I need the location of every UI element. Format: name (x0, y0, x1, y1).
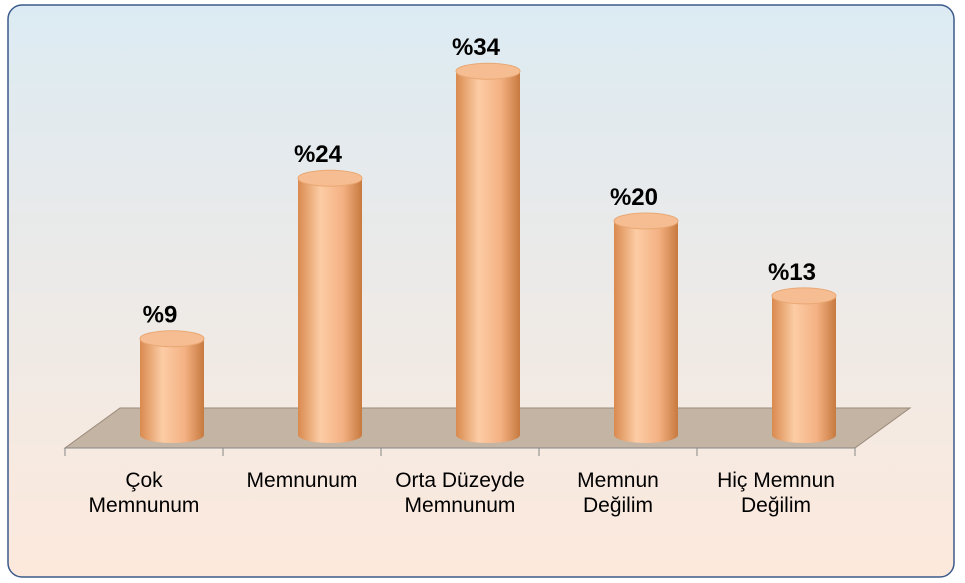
cylinder-top (613, 212, 679, 230)
bar (297, 169, 363, 443)
cylinder-top (455, 62, 521, 80)
x-tick-label: Orta Düzeyde Memnunum (395, 469, 525, 517)
x-tick-label: Çok Memnunum (88, 469, 200, 517)
value-label: %9 (143, 302, 178, 329)
value-label: %13 (768, 259, 816, 286)
cylinder-body (140, 338, 204, 443)
x-tick-label: Memnunum (246, 469, 358, 492)
cylinder-top (297, 169, 363, 187)
cylinder-top (771, 287, 837, 305)
cylinder-body (456, 71, 520, 443)
cylinder-top (139, 330, 205, 348)
x-tick-label: Memnun Değilim (577, 469, 659, 517)
x-tick-label: Hiç Memnun Değilim (717, 469, 835, 517)
cylinder-body (614, 221, 678, 443)
bar (771, 287, 837, 443)
cylinder-body (298, 178, 362, 443)
value-label: %20 (610, 184, 658, 211)
bar (613, 212, 679, 443)
value-label: %34 (452, 34, 501, 61)
bar (455, 62, 521, 443)
cylinder-body (772, 295, 836, 443)
value-label: %24 (294, 141, 343, 168)
bar (139, 330, 205, 443)
